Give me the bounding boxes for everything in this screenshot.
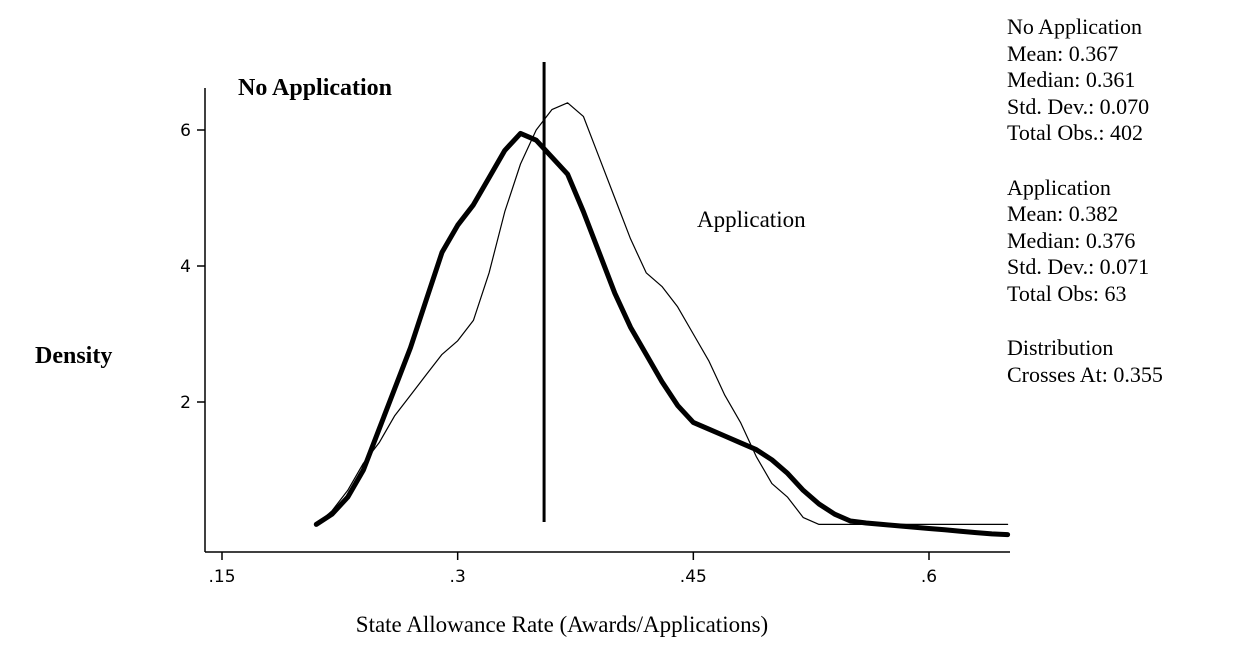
x-tick-label: .45 bbox=[680, 567, 707, 587]
series-line-application bbox=[315, 102, 1009, 526]
axes bbox=[204, 88, 1010, 553]
summary-statistics: No Application Mean: 0.367 Median: 0.361… bbox=[1007, 14, 1163, 388]
stats-no-application-mean: Mean: 0.367 bbox=[1007, 40, 1119, 66]
series-group bbox=[313, 102, 1011, 538]
stats-crossing-title: Distribution bbox=[1007, 335, 1114, 360]
stats-no-application-sd: Std. Dev.: 0.070 bbox=[1007, 93, 1150, 119]
stats-no-application-median: Median: 0.361 bbox=[1007, 67, 1136, 92]
annotation-no-application: No Application bbox=[238, 75, 392, 101]
stats-no-application-obs: Total Obs.: 402 bbox=[1007, 120, 1143, 145]
stats-application: Application Mean: 0.382 Median: 0.376 St… bbox=[1007, 175, 1163, 308]
stats-crossing-value: Crosses At: 0.355 bbox=[1007, 361, 1163, 387]
y-tick-label: 4 bbox=[180, 257, 191, 277]
y-ticks: 2 4 6 bbox=[180, 121, 205, 413]
annotation-application: Application bbox=[697, 207, 806, 232]
x-tick-label: .6 bbox=[921, 567, 937, 587]
stats-no-application-title: No Application bbox=[1007, 14, 1143, 39]
stats-application-obs: Total Obs: 63 bbox=[1007, 280, 1127, 306]
stats-application-title: Application bbox=[1007, 174, 1111, 200]
stats-application-median: Median: 0.376 bbox=[1007, 227, 1136, 253]
stats-no-application: No Application Mean: 0.367 Median: 0.361… bbox=[1007, 14, 1163, 147]
stats-crossing: Distribution Crosses At: 0.355 bbox=[1007, 335, 1163, 388]
y-axis-label: Density bbox=[35, 343, 112, 369]
y-tick-label: 2 bbox=[180, 393, 191, 413]
series-line-no-application bbox=[313, 130, 1011, 538]
stats-application-sd: Std. Dev.: 0.071 bbox=[1007, 254, 1150, 279]
y-tick-label: 6 bbox=[180, 121, 191, 141]
x-axis-label: State Allowance Rate (Awards/Application… bbox=[356, 612, 768, 637]
x-tick-label: .15 bbox=[208, 567, 235, 587]
x-tick-label: .3 bbox=[450, 567, 466, 587]
stats-application-mean: Mean: 0.382 bbox=[1007, 201, 1119, 226]
x-ticks: .15 .3 .45 .6 bbox=[208, 552, 937, 587]
